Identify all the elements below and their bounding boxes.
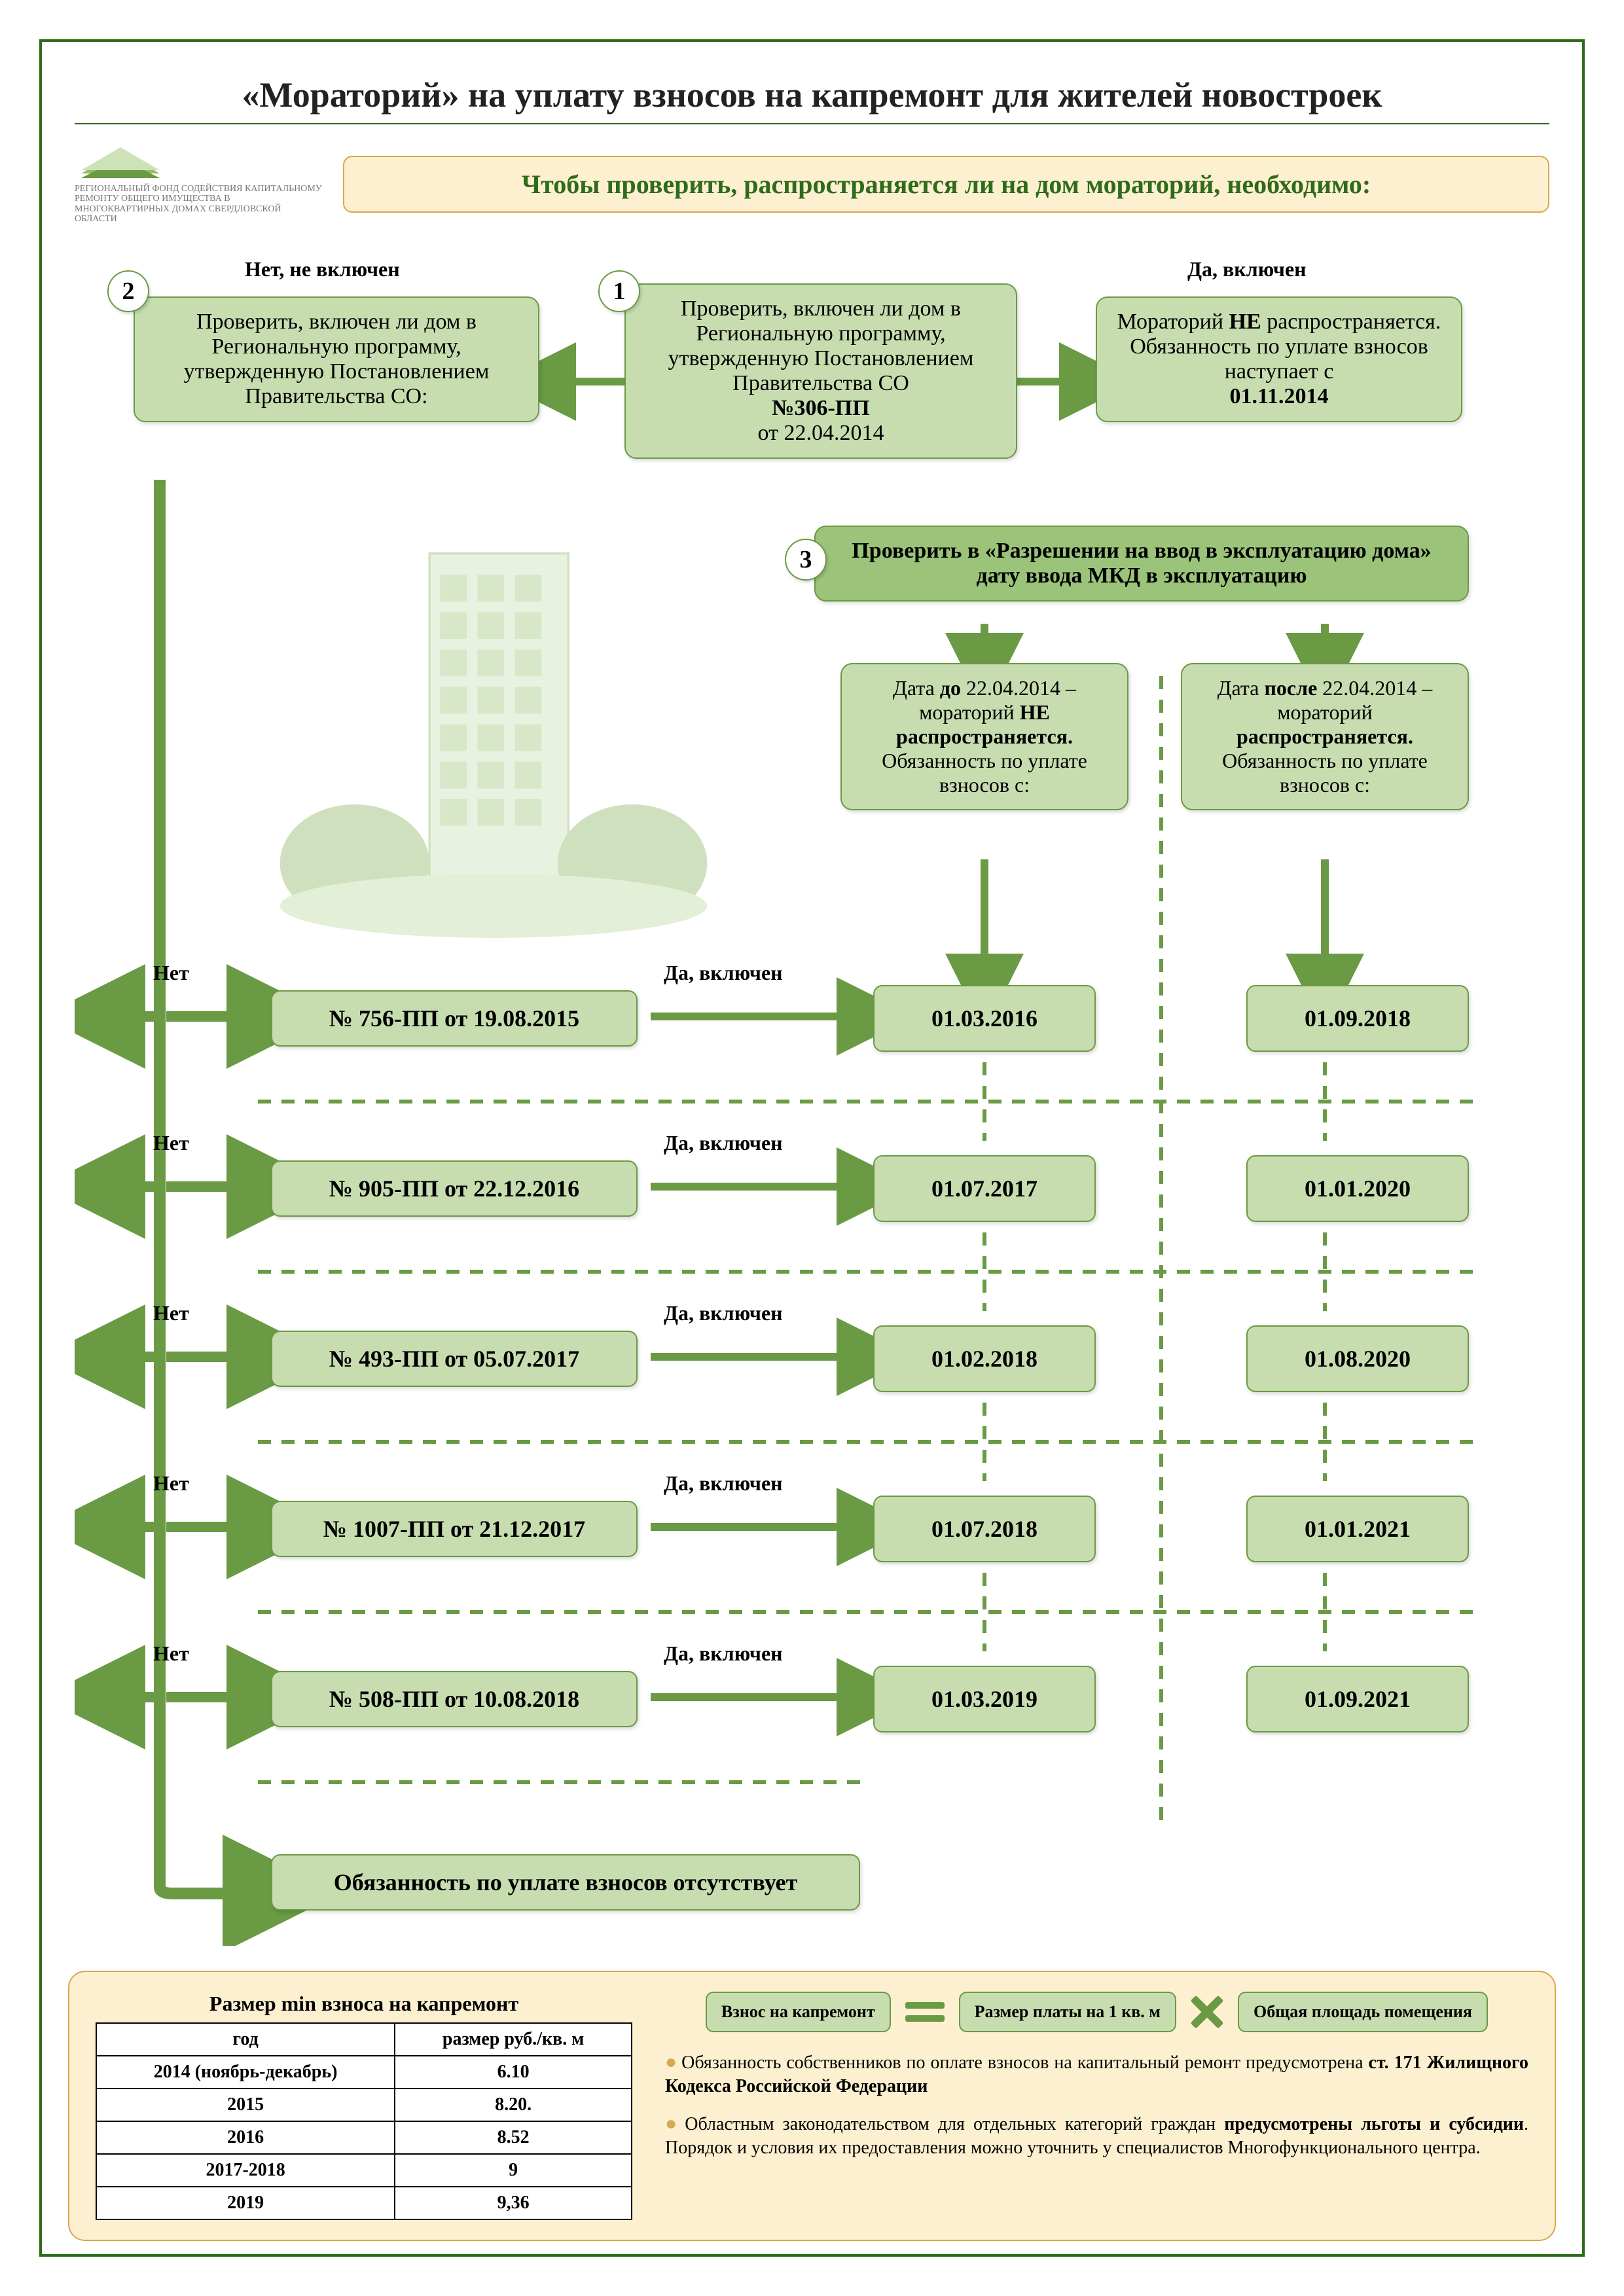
col1-text: Дата до 22.04.2014 – мораторий НЕ распро… bbox=[882, 676, 1087, 797]
th-value: размер руб./кв. м bbox=[395, 2023, 632, 2056]
step1-box: Проверить, включен ли дом в Региональную… bbox=[624, 283, 1017, 459]
step1-right-label: Да, включен bbox=[1187, 257, 1307, 281]
date1-box: 01.02.2018 bbox=[873, 1325, 1096, 1392]
col2-text: Дата после 22.04.2014 – мораторий распро… bbox=[1218, 676, 1433, 797]
bullet-icon: ● bbox=[665, 2113, 681, 2134]
final-box: Обязанность по уплате взносов отсутствуе… bbox=[271, 1854, 860, 1910]
date1-box: 01.03.2019 bbox=[873, 1666, 1096, 1732]
date1-box: 01.07.2017 bbox=[873, 1155, 1096, 1222]
page-title: «Мораторий» на уплату взносов на капремо… bbox=[75, 75, 1549, 124]
formula: Взнос на капремонт Размер платы на 1 кв.… bbox=[665, 1992, 1528, 2032]
step-3-badge: 3 bbox=[785, 539, 827, 581]
yes-label: Да, включен bbox=[664, 961, 783, 985]
building-illustration bbox=[271, 532, 716, 938]
step3-text: Проверить в «Разрешении на ввод в эксплу… bbox=[852, 539, 1431, 588]
footer-panel: Размер min взноса на капремонт год разме… bbox=[68, 1971, 1556, 2241]
footer-table-title: Размер min взноса на капремонт bbox=[96, 1992, 632, 2016]
date2-box: 01.09.2018 bbox=[1246, 985, 1469, 1052]
table-row: 20199,36 bbox=[96, 2187, 632, 2219]
bullet-icon: ● bbox=[665, 2051, 677, 2073]
step-2-badge: 2 bbox=[107, 270, 149, 312]
note-1: ●Обязанность собственников по оплате взн… bbox=[665, 2049, 1528, 2099]
step1-yes-date: 01.11.2014 bbox=[1229, 384, 1328, 408]
logo: РЕГИОНАЛЬНЫЙ ФОНД СОДЕЙСТВИЯ КАПИТАЛЬНОМ… bbox=[75, 144, 323, 224]
step3-col2-head: Дата после 22.04.2014 – мораторий распро… bbox=[1181, 663, 1469, 810]
date2-box: 01.08.2020 bbox=[1246, 1325, 1469, 1392]
decree-box: № 905-ПП от 22.12.2016 bbox=[271, 1160, 638, 1217]
step3-box: Проверить в «Разрешении на ввод в эксплу… bbox=[814, 526, 1469, 601]
formula-f1: Взнос на капремонт bbox=[706, 1992, 891, 2032]
step2-box: Проверить, включен ли дом в Региональную… bbox=[134, 296, 539, 422]
equals-icon bbox=[905, 1999, 945, 2025]
step1-date: от 22.04.2014 bbox=[758, 421, 884, 445]
date1-box: 01.03.2016 bbox=[873, 985, 1096, 1052]
yes-label: Да, включен bbox=[664, 1131, 783, 1155]
decree-box: № 1007-ПП от 21.12.2017 bbox=[271, 1501, 638, 1557]
yes-label: Да, включен bbox=[664, 1301, 783, 1325]
step1-left-label: Нет, не включен bbox=[245, 257, 400, 281]
no-label: Нет bbox=[153, 1641, 189, 1666]
step1-yes-text: Мораторий НЕ распространяется. Обязаннос… bbox=[1117, 310, 1441, 384]
step3-col1-head: Дата до 22.04.2014 – мораторий НЕ распро… bbox=[840, 663, 1128, 810]
yes-label: Да, включен bbox=[664, 1641, 783, 1666]
th-year: год bbox=[96, 2023, 395, 2056]
date2-box: 01.09.2021 bbox=[1246, 1666, 1469, 1732]
subtitle: Чтобы проверить, распространяется ли на … bbox=[343, 156, 1549, 213]
decree-box: № 508-ПП от 10.08.2018 bbox=[271, 1671, 638, 1727]
step1-yes-box: Мораторий НЕ распространяется. Обязаннос… bbox=[1096, 296, 1462, 422]
yes-label: Да, включен bbox=[664, 1471, 783, 1496]
decree-box: № 756-ПП от 19.08.2015 bbox=[271, 990, 638, 1047]
date2-box: 01.01.2021 bbox=[1246, 1496, 1469, 1562]
multiply-icon bbox=[1191, 1996, 1223, 2028]
note-2: ●Областным законодательством для отдельн… bbox=[665, 2111, 1528, 2161]
formula-f2: Размер платы на 1 кв. м bbox=[959, 1992, 1176, 2032]
step1-text: Проверить, включен ли дом в Региональную… bbox=[668, 296, 974, 395]
logo-text: РЕГИОНАЛЬНЫЙ ФОНД СОДЕЙСТВИЯ КАПИТАЛЬНОМ… bbox=[75, 184, 323, 224]
date1-box: 01.07.2018 bbox=[873, 1496, 1096, 1562]
step2-text: Проверить, включен ли дом в Региональную… bbox=[184, 310, 490, 408]
no-label: Нет bbox=[153, 1301, 189, 1325]
no-label: Нет bbox=[153, 1471, 189, 1496]
table-row: 2014 (ноябрь-декабрь)6.10 bbox=[96, 2056, 632, 2089]
no-label: Нет bbox=[153, 961, 189, 985]
decree-box: № 493-ПП от 05.07.2017 bbox=[271, 1331, 638, 1387]
table-row: 20168.52 bbox=[96, 2121, 632, 2154]
step1-decree: №306-ПП bbox=[772, 396, 869, 420]
table-row: 2017-20189 bbox=[96, 2154, 632, 2187]
fee-table: год размер руб./кв. м 2014 (ноябрь-декаб… bbox=[96, 2022, 632, 2220]
date2-box: 01.01.2020 bbox=[1246, 1155, 1469, 1222]
no-label: Нет bbox=[153, 1131, 189, 1155]
step-1-badge: 1 bbox=[598, 270, 640, 312]
table-row: 20158.20. bbox=[96, 2089, 632, 2121]
formula-f3: Общая площадь помещения bbox=[1238, 1992, 1488, 2032]
